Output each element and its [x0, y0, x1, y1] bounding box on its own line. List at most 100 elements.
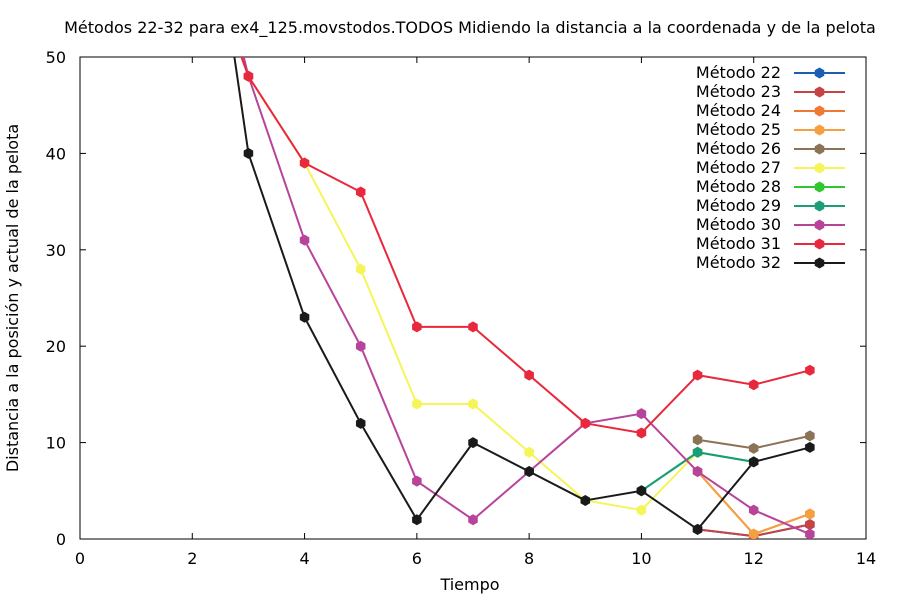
- data-point: [299, 157, 310, 169]
- legend-swatch-marker: [814, 200, 825, 212]
- legend-item-6: Método 28: [696, 177, 845, 196]
- x-tick-label: 4: [299, 549, 309, 568]
- legend-swatch-marker: [814, 105, 825, 117]
- legend-label: Método 25: [696, 120, 781, 139]
- x-tick-label: 10: [631, 549, 651, 568]
- data-point: [805, 430, 815, 442]
- x-axis-label: Tiempo: [439, 575, 499, 594]
- data-point: [805, 441, 815, 453]
- legend-swatch-marker: [814, 67, 825, 79]
- data-point: [216, 0, 226, 5]
- y-tick-label: 20: [46, 337, 66, 356]
- series-line-10: [233, 57, 811, 531]
- data-point: [468, 398, 478, 410]
- data-point: [524, 369, 534, 381]
- data-point: [805, 508, 815, 520]
- plot-frame: [79, 56, 867, 540]
- series-10: [233, 57, 815, 535]
- data-point: [412, 321, 422, 333]
- data-point: [299, 311, 310, 323]
- legend-label: Método 22: [696, 63, 781, 82]
- data-point: [748, 504, 759, 516]
- data-point: [299, 234, 310, 246]
- data-point: [412, 398, 422, 410]
- data-point: [692, 434, 703, 446]
- legend-swatch-marker: [814, 86, 825, 98]
- data-point: [412, 475, 422, 487]
- x-tick-label: 12: [744, 549, 764, 568]
- legend-item-0: Método 22: [696, 63, 845, 82]
- data-point: [468, 514, 478, 526]
- series-line-9: [240, 57, 811, 434]
- legend-label: Método 27: [696, 158, 781, 177]
- legend-item-1: Método 23: [696, 82, 845, 101]
- legend-swatch-marker: [814, 143, 825, 155]
- data-point: [748, 456, 759, 468]
- series-5: [216, 0, 703, 516]
- series-line-8: [242, 57, 811, 536]
- data-point: [355, 263, 366, 275]
- legend-item-7: Método 29: [696, 196, 845, 215]
- data-point: [524, 446, 534, 458]
- data-point: [692, 466, 703, 478]
- legend-label: Método 29: [696, 196, 781, 215]
- data-point: [412, 514, 422, 526]
- data-point: [636, 408, 647, 420]
- y-axis-label: Distancia a la posición y actual de la p…: [3, 124, 22, 472]
- data-point: [748, 379, 759, 391]
- data-point: [748, 528, 759, 539]
- data-point: [692, 369, 703, 381]
- tick-labels: 0 2 4 6 8 10 12 14 0 10 20 30 40 50: [46, 48, 877, 568]
- legend-item-9: Método 31: [696, 234, 845, 253]
- data-point: [355, 340, 366, 352]
- series-line-5: [240, 57, 699, 512]
- data-point: [355, 417, 366, 429]
- legend-item-4: Método 26: [696, 139, 845, 158]
- series-layer: [216, 0, 815, 539]
- x-tick-label: 8: [524, 549, 534, 568]
- legend-swatch-marker: [814, 219, 825, 231]
- series-line-3: [696, 470, 811, 536]
- legend-label: Método 23: [696, 82, 781, 101]
- data-point: [692, 446, 703, 458]
- y-tick-label: 10: [46, 434, 66, 453]
- data-point: [748, 442, 759, 454]
- data-point: [468, 321, 478, 333]
- data-point: [524, 466, 534, 478]
- data-point: [580, 417, 591, 429]
- legend-item-3: Método 25: [696, 120, 845, 139]
- legend-label: Método 32: [696, 253, 781, 272]
- legend-label: Método 30: [696, 215, 781, 234]
- series-4: [692, 430, 815, 454]
- legend-item-8: Método 30: [696, 215, 845, 234]
- legend-label: Método 26: [696, 139, 781, 158]
- y-tick-label: 50: [46, 48, 66, 67]
- data-point: [216, 0, 226, 5]
- series-line-2: [696, 470, 811, 536]
- data-point: [805, 528, 815, 539]
- series-9: [216, 0, 815, 439]
- data-point: [580, 494, 591, 506]
- data-point: [636, 504, 647, 516]
- legend-label: Método 24: [696, 101, 781, 120]
- y-tick-label: 40: [46, 144, 66, 163]
- legend-item-2: Método 24: [696, 101, 845, 120]
- data-point: [692, 523, 703, 535]
- legend-label: Método 28: [696, 177, 781, 196]
- data-point: [636, 427, 647, 439]
- data-point: [243, 70, 254, 82]
- data-point: [355, 186, 366, 198]
- legend-item-10: Método 32: [696, 253, 845, 272]
- legend-swatch-marker: [814, 162, 825, 174]
- x-tick-label: 2: [187, 549, 197, 568]
- data-point: [636, 485, 647, 497]
- legend-swatch-marker: [814, 124, 825, 136]
- legend-label: Método 31: [696, 234, 781, 253]
- data-point: [805, 519, 815, 531]
- legend-swatch-marker: [814, 238, 825, 250]
- legend-swatch-marker: [814, 181, 825, 193]
- chart-title: Métodos 22-32 para ex4_125.movstodos.TOD…: [64, 18, 876, 38]
- x-tick-label: 14: [856, 549, 876, 568]
- legend-item-5: Método 27: [696, 158, 845, 177]
